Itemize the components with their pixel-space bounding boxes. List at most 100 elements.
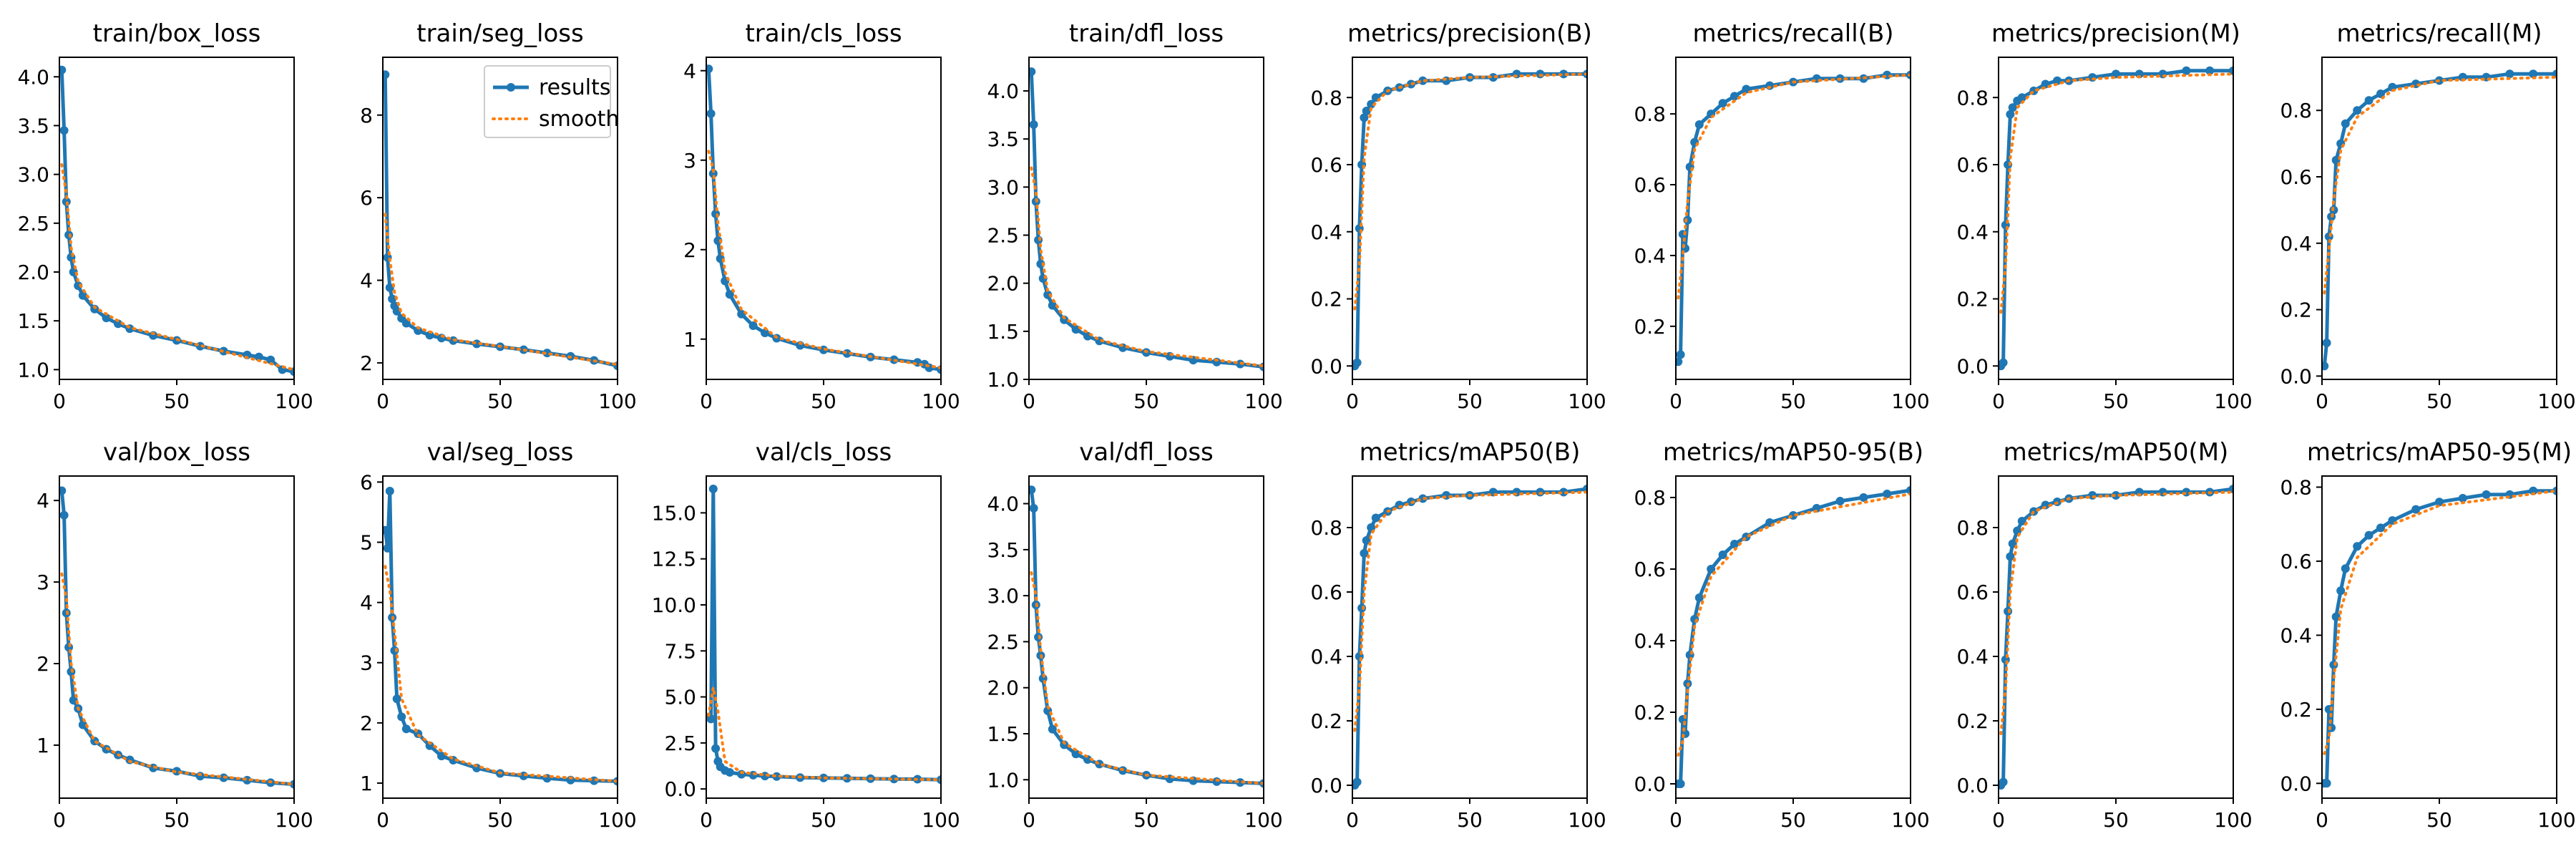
data-point <box>102 314 111 323</box>
x-tick-label: 100 <box>1244 389 1282 413</box>
series-line-smooth <box>2323 489 2557 755</box>
data-point <box>1362 107 1371 115</box>
data-point <box>74 281 83 291</box>
x-tick-label: 50 <box>1780 808 1806 832</box>
y-tick-label: 4 <box>360 269 373 293</box>
data-point <box>1071 749 1080 759</box>
data-point <box>2327 723 2336 732</box>
data-point <box>90 304 99 314</box>
data-point <box>1835 497 1845 505</box>
axes-frame <box>1028 475 1264 799</box>
y-tick-label: 3.0 <box>987 584 1019 608</box>
series-line-smooth <box>2323 75 2557 295</box>
y-tick-label: 3 <box>683 149 696 173</box>
axes-frame <box>59 475 295 799</box>
x-tick-label: 50 <box>811 808 836 832</box>
y-tick-label: 0.8 <box>1956 516 1989 540</box>
data-point <box>761 329 769 337</box>
axes-frame <box>1352 57 1588 380</box>
series-line-results <box>383 489 618 783</box>
data-point <box>1730 540 1739 548</box>
series-line-smooth <box>1353 72 1587 311</box>
series-line-smooth <box>1677 73 1911 300</box>
panel-title: train/seg_loss <box>416 19 583 48</box>
y-tick-label: 0.6 <box>1956 581 1989 604</box>
axes-frame <box>1675 475 1911 799</box>
y-tick-label: 5.0 <box>664 686 696 709</box>
plot-area <box>1999 66 2233 371</box>
series-line-smooth <box>60 163 294 372</box>
data-point <box>1418 76 1428 85</box>
x-tick-label: 100 <box>1891 808 1929 832</box>
y-tick-label: 3 <box>36 571 49 594</box>
data-point <box>2017 93 2026 102</box>
x-tick-label: 100 <box>1891 389 1929 413</box>
data-point <box>2008 103 2017 112</box>
x-tick-label: 100 <box>922 389 960 413</box>
y-tick-label: 5 <box>360 531 373 555</box>
plot-area <box>59 486 294 789</box>
data-point <box>59 486 67 495</box>
y-tick-label: 0.0 <box>1956 354 1989 378</box>
axes-frame <box>1675 57 1911 380</box>
data-point <box>2482 490 2491 499</box>
data-point <box>2364 530 2373 540</box>
data-point <box>1859 493 1868 502</box>
panel-train-seg-loss: train/seg_loss 0 50 100 2 4 6 8 results smooth <box>360 19 637 413</box>
plot-area <box>706 485 941 785</box>
y-tick-label: 0.8 <box>1956 86 1989 110</box>
data-point <box>1352 358 1362 367</box>
series-line-results <box>2324 489 2557 785</box>
data-point <box>1071 325 1080 334</box>
y-tick-label: 1.5 <box>17 309 49 333</box>
legend-smooth-label: smooth <box>539 107 619 132</box>
data-point <box>1694 593 1704 602</box>
data-point <box>1906 486 1911 495</box>
axes-frame <box>1028 57 1264 380</box>
panel-val-box-loss: val/box_loss 0 50 100 1 2 3 4 <box>36 438 313 832</box>
data-point <box>2322 339 2331 347</box>
panel-metrics-precision-b: metrics/precision(B) 0 50 100 0.0 0.2 0.4 0.6 0.… <box>1310 19 1606 413</box>
data-point <box>1718 99 1727 108</box>
y-tick-label: 0.2 <box>2280 299 2312 322</box>
y-tick-label: 2.5 <box>664 732 696 755</box>
x-tick-label: 0 <box>1346 808 1359 832</box>
x-tick-label: 0 <box>700 389 713 413</box>
plot-area <box>2322 486 2557 788</box>
series-line-smooth <box>384 213 618 367</box>
series-line-results <box>1353 487 1587 787</box>
data-point <box>1999 358 2008 367</box>
data-point <box>401 724 411 734</box>
data-point <box>2458 494 2467 503</box>
panel-metrics-map50-m: metrics/mAP50(M) 0 50 100 0.0 0.2 0.4 0.6 0.8 <box>1956 438 2252 832</box>
y-tick-label: 1.0 <box>987 368 1019 392</box>
data-point <box>2088 491 2097 500</box>
data-point <box>725 768 734 777</box>
data-point <box>711 744 721 753</box>
y-tick-label: 7.5 <box>664 639 696 663</box>
y-tick-label: 10.0 <box>652 593 696 617</box>
series-line-smooth <box>1030 166 1264 368</box>
y-tick-label: 2 <box>683 238 696 262</box>
data-point <box>290 780 294 789</box>
y-tick-label: 3.0 <box>17 163 49 187</box>
data-point <box>1352 777 1362 787</box>
data-point <box>2336 586 2346 596</box>
data-point <box>2376 523 2385 533</box>
data-point <box>388 294 397 304</box>
data-point <box>2006 552 2015 561</box>
series-line-results <box>1999 487 2233 787</box>
data-point <box>2331 612 2341 621</box>
data-point <box>2353 542 2362 551</box>
x-tick-label: 50 <box>1780 389 1806 413</box>
x-tick-label: 50 <box>1457 808 1483 832</box>
data-point <box>69 696 78 705</box>
panel-metrics-recall-b: metrics/recall(B) 0 50 100 0.2 0.4 0.6 0.8 <box>1634 19 1929 413</box>
data-point <box>425 741 434 750</box>
data-point <box>1730 92 1739 101</box>
data-point <box>2322 361 2329 371</box>
data-point <box>2053 76 2062 85</box>
data-point <box>1360 113 1369 122</box>
y-tick-label: 12.5 <box>652 548 696 571</box>
x-tick-label: 50 <box>2426 389 2452 413</box>
